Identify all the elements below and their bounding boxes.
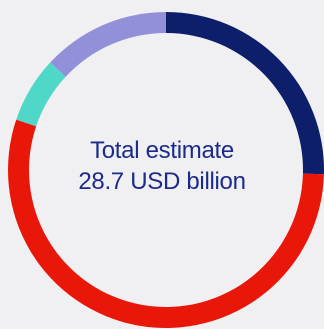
slices-group bbox=[8, 12, 324, 328]
donut-slice-2 bbox=[8, 119, 324, 328]
donut-slice-4 bbox=[50, 12, 166, 77]
donut-slice-3 bbox=[16, 62, 66, 127]
donut-slice-1 bbox=[166, 12, 324, 175]
